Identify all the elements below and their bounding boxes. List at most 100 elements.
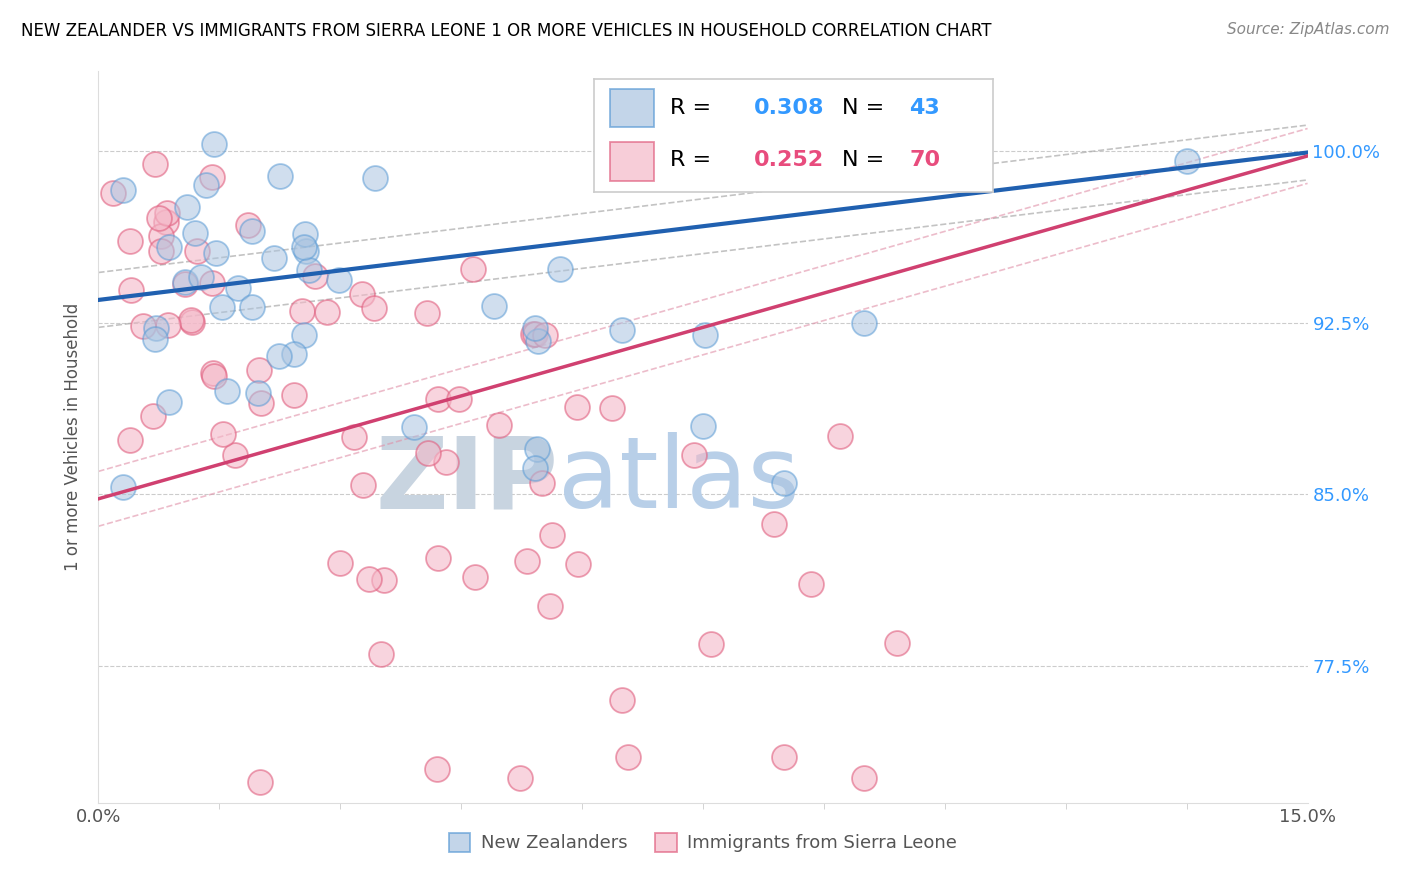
Point: [176, 201, 198, 215]
Point: [548, 262, 571, 277]
Point: [350, 287, 373, 301]
Point: [315, 304, 337, 318]
Point: [238, 219, 260, 233]
Point: [224, 448, 246, 462]
Point: [853, 316, 876, 330]
Legend: New Zealanders, Immigrants from Sierra Leone: New Zealanders, Immigrants from Sierra L…: [441, 826, 965, 860]
Point: [283, 347, 305, 361]
Point: [145, 320, 167, 334]
Point: [524, 321, 547, 335]
Point: [143, 157, 166, 171]
Point: [692, 418, 714, 433]
Text: Source: ZipAtlas.com: Source: ZipAtlas.com: [1226, 22, 1389, 37]
Point: [328, 273, 350, 287]
Point: [150, 244, 173, 258]
Point: [298, 263, 321, 277]
Point: [370, 647, 392, 661]
Point: [142, 409, 165, 424]
Point: [363, 301, 385, 315]
Point: [120, 283, 142, 297]
Point: [304, 268, 326, 283]
Point: [373, 573, 395, 587]
Point: [524, 460, 547, 475]
Point: [402, 420, 425, 434]
Point: [527, 334, 550, 348]
Point: [157, 395, 180, 409]
Point: [828, 429, 851, 443]
Point: [263, 252, 285, 266]
Point: [353, 478, 375, 492]
Point: [202, 137, 225, 152]
Point: [295, 244, 318, 258]
Point: [567, 557, 589, 571]
Point: [526, 442, 548, 457]
Point: [565, 400, 588, 414]
Point: [540, 599, 562, 613]
Point: [246, 385, 269, 400]
Point: [215, 384, 238, 399]
Point: [186, 244, 208, 258]
Point: [148, 211, 170, 225]
Point: [886, 636, 908, 650]
Point: [343, 430, 366, 444]
Point: [180, 312, 202, 326]
Point: [118, 434, 141, 448]
Point: [194, 178, 217, 192]
Point: [682, 448, 704, 462]
Point: [204, 369, 226, 384]
Point: [132, 319, 155, 334]
Point: [482, 299, 505, 313]
Point: [269, 169, 291, 183]
Point: [329, 556, 352, 570]
Point: [211, 300, 233, 314]
Point: [540, 528, 562, 542]
Text: atlas: atlas: [558, 433, 800, 530]
Point: [700, 637, 723, 651]
Point: [111, 183, 134, 197]
Point: [204, 246, 226, 260]
Point: [269, 349, 291, 363]
Point: [240, 300, 263, 314]
Point: [416, 446, 439, 460]
Point: [522, 326, 544, 341]
Point: [772, 475, 794, 490]
Point: [283, 388, 305, 402]
Point: [612, 693, 634, 707]
Point: [249, 775, 271, 789]
Point: [534, 327, 557, 342]
Point: [150, 229, 173, 244]
Point: [201, 170, 224, 185]
Point: [249, 396, 271, 410]
Point: [530, 475, 553, 490]
Point: [174, 277, 197, 291]
Point: [800, 576, 823, 591]
Point: [118, 234, 141, 248]
Y-axis label: 1 or more Vehicles in Household: 1 or more Vehicles in Household: [65, 303, 83, 571]
Text: NEW ZEALANDER VS IMMIGRANTS FROM SIERRA LEONE 1 OR MORE VEHICLES IN HOUSEHOLD CO: NEW ZEALANDER VS IMMIGRANTS FROM SIERRA …: [21, 22, 991, 40]
Point: [426, 550, 449, 565]
Point: [240, 224, 263, 238]
Point: [488, 418, 510, 433]
Point: [1175, 153, 1198, 168]
Point: [111, 480, 134, 494]
Point: [461, 262, 484, 277]
Point: [464, 570, 486, 584]
Point: [693, 328, 716, 343]
Point: [524, 326, 547, 341]
Point: [763, 517, 786, 532]
Point: [212, 427, 235, 442]
Point: [516, 554, 538, 568]
Point: [364, 171, 387, 186]
Point: [617, 750, 640, 764]
Point: [427, 392, 450, 406]
Point: [434, 455, 457, 469]
Point: [292, 328, 315, 343]
Point: [426, 762, 449, 776]
Point: [155, 214, 177, 228]
Point: [156, 318, 179, 333]
Point: [247, 363, 270, 377]
Point: [449, 392, 471, 406]
Point: [600, 401, 623, 416]
Point: [143, 332, 166, 346]
Point: [156, 205, 179, 219]
